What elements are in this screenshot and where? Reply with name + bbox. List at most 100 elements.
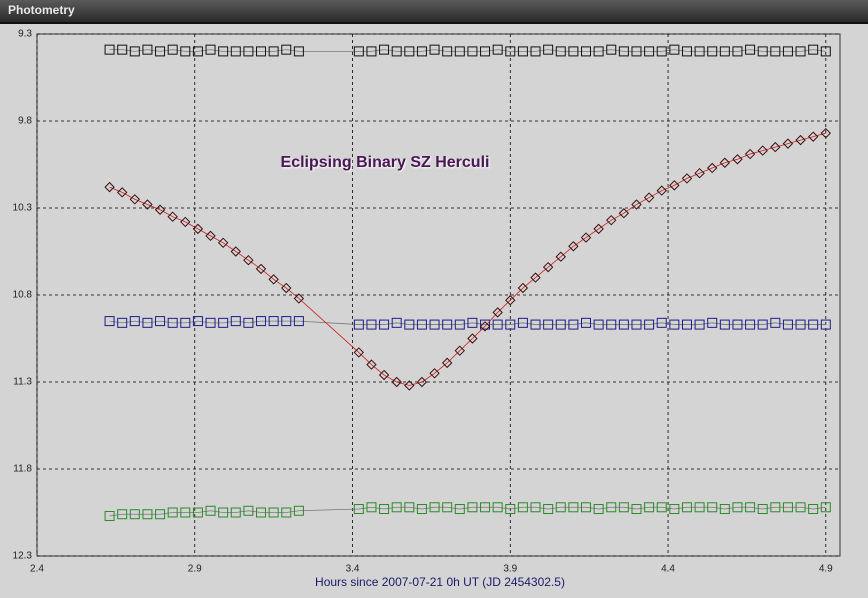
data-point (104, 44, 115, 55)
data-point (542, 261, 554, 273)
data-point (618, 208, 630, 219)
data-point (669, 180, 680, 191)
data-point (442, 319, 453, 330)
data-point (707, 502, 718, 513)
data-point (732, 319, 743, 330)
data-point (681, 173, 693, 184)
data-point (293, 505, 304, 516)
data-point (230, 507, 241, 518)
data-point (404, 319, 415, 330)
data-point (480, 502, 491, 513)
x-tick-label: 2.4 (30, 564, 44, 575)
data-point (505, 46, 516, 57)
data-point (808, 319, 819, 330)
series-line (109, 49, 826, 52)
data-point (555, 251, 566, 262)
data-point (631, 319, 642, 330)
data-point (467, 333, 478, 344)
data-point (180, 507, 191, 518)
data-point (820, 319, 831, 330)
data-point (593, 223, 604, 235)
data-point (391, 317, 402, 328)
data-point (656, 317, 667, 328)
data-point (442, 46, 453, 57)
x-tick-label: 3.4 (346, 564, 360, 575)
data-point (770, 46, 781, 57)
data-point (568, 46, 579, 57)
data-point (656, 502, 667, 513)
data-point (694, 167, 705, 179)
data-point (505, 504, 516, 515)
data-point (205, 44, 216, 55)
data-point (517, 502, 528, 513)
data-point (218, 317, 229, 328)
data-point (517, 282, 529, 294)
data-point (492, 44, 503, 55)
data-point (757, 319, 768, 330)
data-point (429, 368, 440, 379)
data-point (416, 376, 428, 388)
data-point (167, 507, 178, 518)
data-point (732, 502, 743, 513)
y-tick-label: 9.3 (18, 29, 32, 40)
data-point (581, 502, 592, 513)
data-point (808, 504, 819, 515)
data-point (268, 316, 279, 327)
data-point (643, 192, 655, 203)
data-point (555, 319, 566, 330)
data-point (243, 254, 254, 266)
y-tick-label: 11.3 (13, 377, 32, 388)
data-point (580, 232, 592, 243)
data-point (656, 46, 667, 57)
data-point (795, 134, 806, 146)
data-point (681, 502, 692, 513)
data-point (366, 359, 377, 370)
data-point (555, 46, 566, 57)
data-point (480, 46, 491, 57)
data-point (618, 46, 629, 57)
data-point (281, 282, 292, 294)
data-point (757, 145, 768, 156)
data-point (391, 46, 402, 57)
x-tick-label: 4.4 (661, 564, 675, 575)
data-point (293, 316, 304, 327)
data-point (116, 187, 128, 198)
data-point (770, 141, 781, 153)
data-point (719, 504, 730, 515)
data-point (467, 502, 478, 513)
data-point (379, 44, 390, 55)
data-point (820, 502, 831, 513)
data-point (807, 131, 819, 142)
data-point (142, 509, 153, 520)
data-point (441, 357, 453, 369)
data-point (180, 216, 191, 228)
data-point (404, 46, 415, 57)
data-point (205, 317, 216, 328)
y-tick-label: 9.8 (18, 116, 32, 127)
data-point (606, 44, 617, 55)
data-point (467, 46, 478, 57)
data-point (353, 347, 365, 358)
data-point (243, 46, 254, 57)
data-point (669, 44, 680, 55)
series-line (109, 506, 826, 517)
data-point (694, 319, 705, 330)
data-point (694, 46, 705, 57)
data-point (167, 44, 178, 55)
data-point (155, 509, 166, 520)
data-point (230, 246, 241, 257)
data-point (543, 44, 554, 55)
data-point (230, 46, 241, 57)
data-point (353, 46, 364, 57)
data-point (492, 319, 503, 330)
data-point (366, 502, 377, 513)
data-point (117, 317, 128, 328)
data-point (618, 319, 629, 330)
data-point (218, 507, 229, 518)
data-point (719, 46, 730, 57)
data-point (782, 138, 794, 149)
data-point (416, 319, 427, 330)
data-point (719, 319, 730, 330)
data-point (795, 46, 806, 57)
data-point (293, 293, 305, 304)
